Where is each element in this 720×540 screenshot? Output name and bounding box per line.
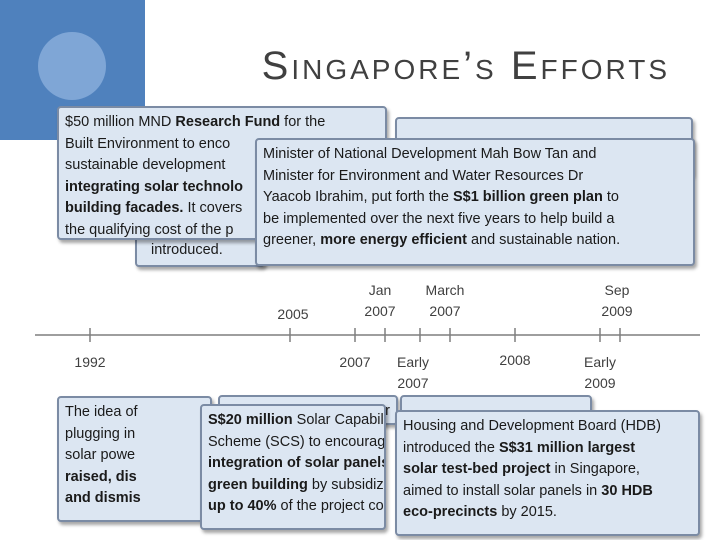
callout-line: sustainable development bbox=[65, 155, 379, 177]
text-run: be implemented over the next five years … bbox=[263, 210, 615, 227]
bold-run: Research Fund bbox=[175, 114, 281, 130]
callout-line: Built Environment to enco bbox=[65, 134, 379, 156]
text-run: solar powe bbox=[65, 447, 136, 463]
callout-line: Housing and Development Board (HDB) bbox=[403, 416, 692, 438]
callout-line: $50 million MND Research Fund for the bbox=[65, 112, 379, 134]
text-run: of the project costs. bbox=[280, 498, 385, 514]
callout-line: eco-precincts by 2015. bbox=[403, 502, 692, 524]
text-run: Built Environment to enco bbox=[65, 135, 231, 152]
callout-line: plugging in bbox=[65, 424, 204, 446]
callout-line: Scheme (SCS) to encourage the bbox=[208, 432, 384, 454]
text-run: the qualifying cost of the p bbox=[65, 221, 234, 238]
callout-line: introduced. bbox=[151, 240, 257, 262]
bold-run: raised, dis bbox=[65, 468, 137, 485]
text-run: greener, bbox=[263, 232, 321, 248]
bold-run: S$20 million bbox=[208, 412, 293, 428]
timeline-label: Early 2007 bbox=[397, 354, 429, 391]
timeline-label: Early 2009 bbox=[584, 354, 616, 391]
text-run: Yaacob Ibrahim, put forth the bbox=[263, 189, 453, 205]
timeline-label: 2005 bbox=[277, 306, 309, 322]
callout-line: solar test-bed project in Singapore, bbox=[403, 459, 692, 481]
bold-run: and dismis bbox=[65, 490, 141, 506]
timeline-label: 2007 bbox=[339, 354, 371, 370]
text-run: Solar Capability bbox=[296, 412, 384, 428]
text-run: It covers bbox=[183, 200, 243, 216]
bold-run: integration of solar panels into bbox=[208, 455, 386, 471]
callout-line: green building by subsidizing bbox=[208, 475, 384, 497]
text-run: by 2015. bbox=[497, 504, 557, 520]
callout: Housing and Development Board (HDB) intro… bbox=[395, 410, 700, 536]
bold-run: more energy efficient bbox=[320, 232, 467, 248]
text-run: r bbox=[385, 403, 390, 419]
callout-line: The idea of bbox=[65, 402, 204, 424]
text-run: by subsidizing bbox=[311, 476, 384, 493]
timeline-label: 2008 bbox=[499, 352, 531, 368]
timeline-label: 1992 bbox=[74, 354, 106, 370]
text-run: Housing and Development Board (HDB) bbox=[403, 418, 661, 434]
text-run: aimed to install solar panels in bbox=[403, 482, 602, 499]
callout: Minister of National Development Mah Bow… bbox=[255, 138, 695, 266]
callout-line: integration of solar panels into bbox=[208, 453, 384, 475]
bold-run: solar test-bed project bbox=[403, 461, 551, 477]
bold-run: eco-precincts bbox=[403, 504, 498, 520]
callout-line: be implemented over the next five years … bbox=[263, 209, 687, 231]
callout-line: Yaacob Ibrahim, put forth the S$1 billio… bbox=[263, 187, 687, 209]
text-run: and sustainable nation. bbox=[466, 232, 621, 248]
text-run: The idea of bbox=[65, 404, 138, 420]
text-run: introduced. bbox=[151, 241, 223, 258]
text-run: Minister of National Development Mah Bow… bbox=[263, 146, 597, 162]
bold-run: green building bbox=[208, 476, 308, 493]
bold-run: S$31 million largest bbox=[498, 439, 636, 456]
timeline-label: Jan 2007 bbox=[364, 282, 396, 319]
text-run: Scheme (SCS) to encourage bbox=[208, 433, 386, 450]
callout-line: Minister for Environment and Water Resou… bbox=[263, 166, 687, 188]
text-run: $50 million MND bbox=[65, 114, 176, 130]
timeline-label: Sep 2009 bbox=[601, 282, 633, 319]
text-run: to bbox=[602, 189, 619, 205]
bold-run: integrating solar technolo bbox=[65, 178, 244, 195]
callout-line: r bbox=[226, 401, 390, 423]
timeline-label: March 2007 bbox=[425, 282, 465, 319]
callout-line: raised, dis bbox=[65, 467, 204, 489]
callout-line: up to 40% of the project costs. bbox=[208, 496, 384, 518]
callout-line: building facades. It covers bbox=[65, 198, 379, 220]
header-tint bbox=[145, 0, 720, 100]
callout-line: solar powe bbox=[65, 445, 204, 467]
callout-line: and dismis bbox=[65, 488, 204, 510]
callout-line: greener, more energy efficient and susta… bbox=[263, 230, 687, 252]
text-run: in Singapore, bbox=[550, 461, 640, 477]
circle bbox=[38, 32, 106, 100]
title: Singapore’s Efforts bbox=[261, 44, 670, 88]
callout: The idea of plugging in solar powe raised, … bbox=[57, 396, 212, 522]
callout-line: S$20 million Solar Capability bbox=[208, 410, 384, 432]
bold-run: building facades. bbox=[65, 200, 184, 216]
callout-line: the qualifying cost of the p bbox=[65, 220, 379, 239]
callout-line: introduced the S$31 million largest bbox=[403, 438, 692, 460]
text-run: sustainable development bbox=[65, 157, 226, 173]
callout-line: aimed to install solar panels in 30 HDB bbox=[403, 481, 692, 503]
callout-line: integrating solar technolo bbox=[65, 177, 379, 199]
text-run: introduced the bbox=[403, 439, 499, 456]
callout-line: Minister of National Development Mah Bow… bbox=[263, 144, 687, 166]
text-run: plugging in bbox=[65, 425, 136, 442]
bold-run: up to 40% bbox=[208, 498, 277, 514]
bold-run: S$1 billion green plan bbox=[452, 189, 603, 205]
text-run: Minister for Environment and Water Resou… bbox=[263, 167, 584, 184]
bold-run: 30 HDB bbox=[601, 482, 653, 499]
text-run: for the bbox=[280, 114, 326, 130]
callout: S$20 million Solar CapabilityScheme (SCS… bbox=[200, 404, 386, 530]
timeline-ticks bbox=[89, 328, 621, 342]
